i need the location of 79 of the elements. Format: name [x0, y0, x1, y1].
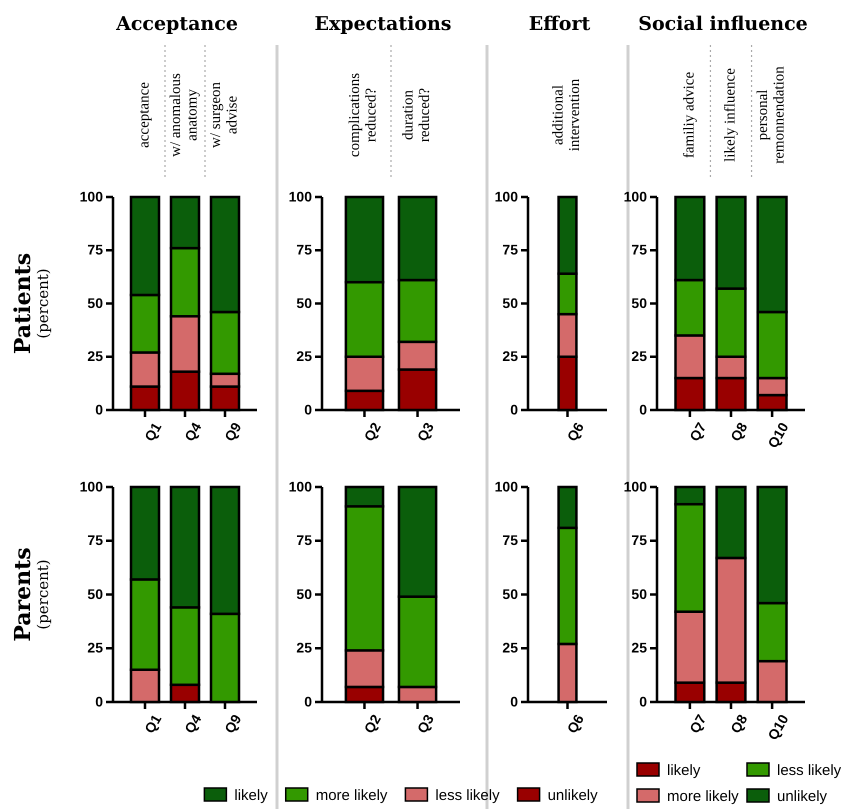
y-tick-label: 50	[631, 586, 648, 602]
legend-label: likely	[667, 762, 701, 779]
legend-label: less likely	[435, 787, 500, 804]
y-tick-label: 75	[296, 532, 312, 548]
y-tick-label: 50	[87, 586, 104, 602]
y-tick-label: 75	[631, 532, 648, 548]
x-tick-label: Q8	[727, 711, 750, 736]
y-tick-label: 100	[624, 188, 648, 204]
chart-title: Social influence	[638, 13, 808, 35]
x-tick-label: Q4	[181, 419, 204, 444]
text: likely influence	[722, 68, 738, 162]
y-tick-label: 100	[494, 188, 518, 204]
x-tick-label: Q3	[414, 419, 438, 444]
x-tick-label: Q8	[727, 419, 750, 444]
y-tick-label: 100	[288, 188, 312, 204]
legend-label: unlikely	[548, 787, 598, 804]
x-tick-label: Q2	[360, 419, 384, 444]
y-tick-label: 50	[502, 294, 518, 311]
y-tick-label: 0	[639, 693, 648, 710]
legend-label: more likely	[667, 788, 740, 805]
y-tick-label: 25	[87, 348, 104, 364]
y-tick-label: 0	[95, 693, 104, 710]
y-tick-label: 25	[296, 348, 312, 364]
y-tick-label: 75	[502, 532, 518, 548]
y-tick-label: 0	[304, 401, 312, 418]
text: duration reduced?	[400, 88, 434, 142]
y-tick-label: 50	[296, 586, 312, 602]
y-tick-label: 25	[87, 640, 104, 656]
text: acceptance	[136, 82, 152, 148]
y-tick-label: 50	[631, 294, 648, 311]
x-tick-label: Q3	[414, 711, 438, 736]
text: w/ surgeon advise	[208, 82, 241, 148]
y-tick-label: 100	[80, 188, 104, 204]
x-tick-label: Q1	[141, 419, 164, 444]
y-tick-label: 75	[87, 242, 104, 258]
legend-label: likely	[234, 787, 268, 804]
legend-label: less likely	[777, 762, 842, 779]
chart-title: Effort	[528, 13, 590, 35]
x-tick-label: Q7	[686, 711, 710, 736]
y-tick-label: 50	[87, 294, 104, 311]
y-tick-label: 0	[510, 693, 518, 710]
y-tick-label: 75	[631, 242, 648, 258]
y-tick-label: 0	[95, 401, 104, 418]
x-tick-label: Q9	[221, 419, 244, 444]
x-tick-label: Q1	[141, 711, 164, 736]
chart-title: Expectations	[314, 13, 452, 35]
y-tick-label: 75	[296, 242, 312, 258]
text: complications reduced?	[348, 72, 380, 158]
x-tick-label: Q9	[221, 711, 244, 736]
x-tick-label: Q2	[360, 711, 384, 736]
y-tick-label: 50	[502, 586, 518, 602]
y-tick-label: 50	[296, 294, 312, 311]
y-tick-label: 75	[502, 242, 518, 258]
text: additional intervention	[550, 78, 584, 152]
text: familiy advice	[681, 72, 698, 158]
y-axis-title: Patients (percent)	[10, 252, 52, 354]
y-tick-label: 0	[639, 401, 648, 418]
y-tick-label: 25	[296, 640, 312, 656]
x-tick-label: Q6	[564, 711, 587, 736]
y-tick-label: 25	[631, 640, 648, 656]
y-tick-label: 25	[502, 348, 518, 364]
text: personal remonnendation	[755, 66, 788, 164]
y-tick-label: 0	[510, 401, 518, 418]
y-tick-label: 100	[80, 478, 104, 494]
legend-label: more likely	[316, 787, 388, 804]
y-axis-title: Parents (percent)	[10, 547, 52, 642]
text: w/ anomalous anatomy	[168, 72, 201, 157]
y-tick-label: 25	[502, 640, 518, 656]
y-tick-label: 25	[631, 348, 648, 364]
x-tick-label: Q4	[181, 711, 204, 736]
y-tick-label: 100	[288, 478, 312, 494]
y-tick-label: 0	[304, 693, 312, 710]
legend-label: unlikely	[777, 788, 828, 805]
y-tick-label: 100	[494, 478, 518, 494]
x-tick-label: Q7	[686, 419, 710, 444]
y-tick-label: 100	[624, 478, 648, 494]
x-tick-label: Q6	[564, 419, 587, 444]
y-tick-label: 75	[87, 532, 104, 548]
chart-title: Acceptance	[115, 13, 238, 35]
